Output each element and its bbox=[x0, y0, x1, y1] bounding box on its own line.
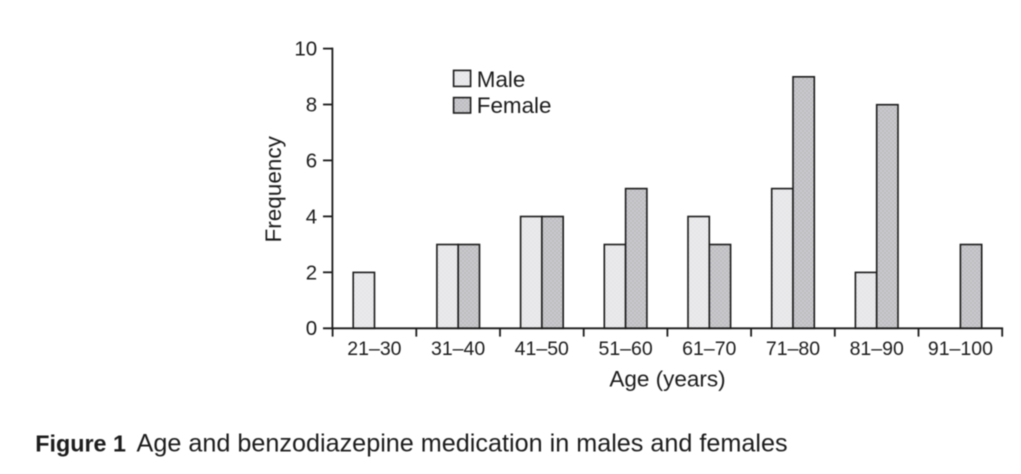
svg-text:6: 6 bbox=[306, 149, 317, 172]
svg-text:Male: Male bbox=[477, 67, 526, 92]
svg-text:8: 8 bbox=[306, 94, 317, 117]
svg-text:0: 0 bbox=[306, 317, 317, 340]
svg-text:2: 2 bbox=[306, 261, 317, 284]
svg-text:4: 4 bbox=[306, 205, 317, 228]
svg-text:51–60: 51–60 bbox=[598, 338, 652, 360]
svg-text:Frequency: Frequency bbox=[261, 135, 286, 242]
svg-text:91–100: 91–100 bbox=[928, 338, 993, 360]
svg-text:71–80: 71–80 bbox=[766, 338, 820, 360]
svg-text:81–90: 81–90 bbox=[850, 338, 904, 360]
svg-text:Age (years): Age (years) bbox=[609, 367, 725, 392]
svg-text:31–40: 31–40 bbox=[431, 338, 485, 360]
svg-text:10: 10 bbox=[294, 38, 317, 61]
svg-text:21–30: 21–30 bbox=[347, 338, 401, 360]
svg-text:61–70: 61–70 bbox=[682, 338, 736, 360]
svg-text:Female: Female bbox=[477, 93, 552, 118]
svg-text:41–50: 41–50 bbox=[515, 338, 569, 360]
